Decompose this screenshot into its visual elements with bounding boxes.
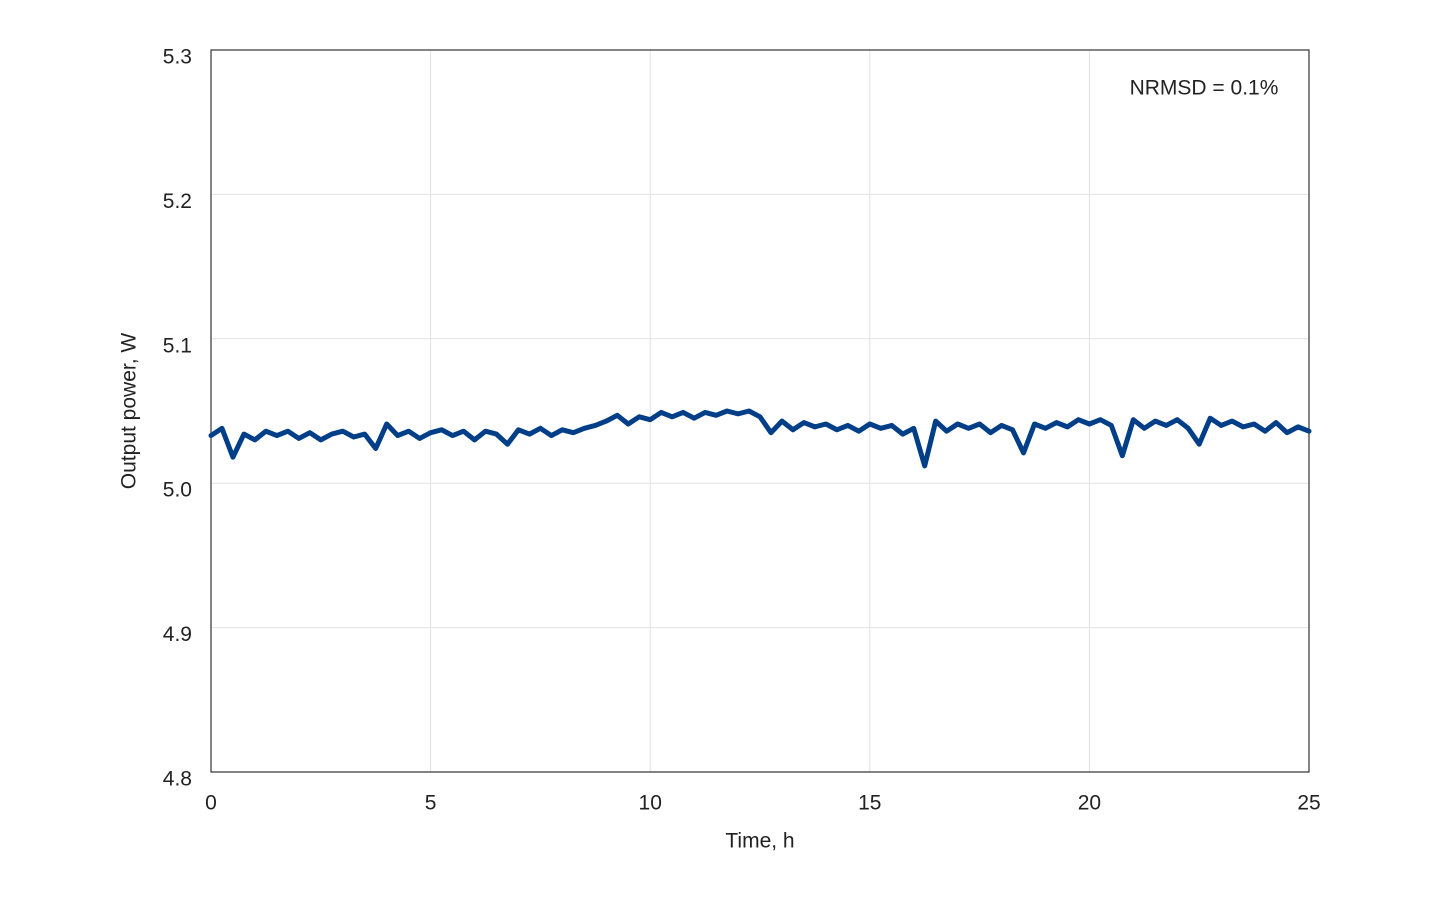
- y-tick-label: 4.8: [163, 768, 192, 791]
- plot-frame: [210, 49, 1310, 773]
- x-tick-label: 0: [205, 792, 217, 815]
- y-tick-label: 5.1: [163, 334, 192, 357]
- x-tick-label: 10: [639, 792, 662, 815]
- y-axis-label: Output power, W: [118, 333, 141, 490]
- data-line: [208, 408, 1312, 469]
- x-tick-label: 20: [1078, 792, 1101, 815]
- y-tick-label: 4.9: [163, 623, 192, 646]
- y-tick-label: 5.3: [163, 46, 192, 69]
- x-axis-label: Time, h: [725, 830, 794, 853]
- y-tick-label: 5.0: [163, 479, 192, 502]
- x-tick-label: 5: [425, 792, 437, 815]
- annotation: NRMSD = 0.1%: [1130, 77, 1279, 100]
- x-tick-label: 25: [1297, 792, 1320, 815]
- y-tick-label: 5.2: [163, 190, 192, 213]
- x-tick-label: 15: [858, 792, 881, 815]
